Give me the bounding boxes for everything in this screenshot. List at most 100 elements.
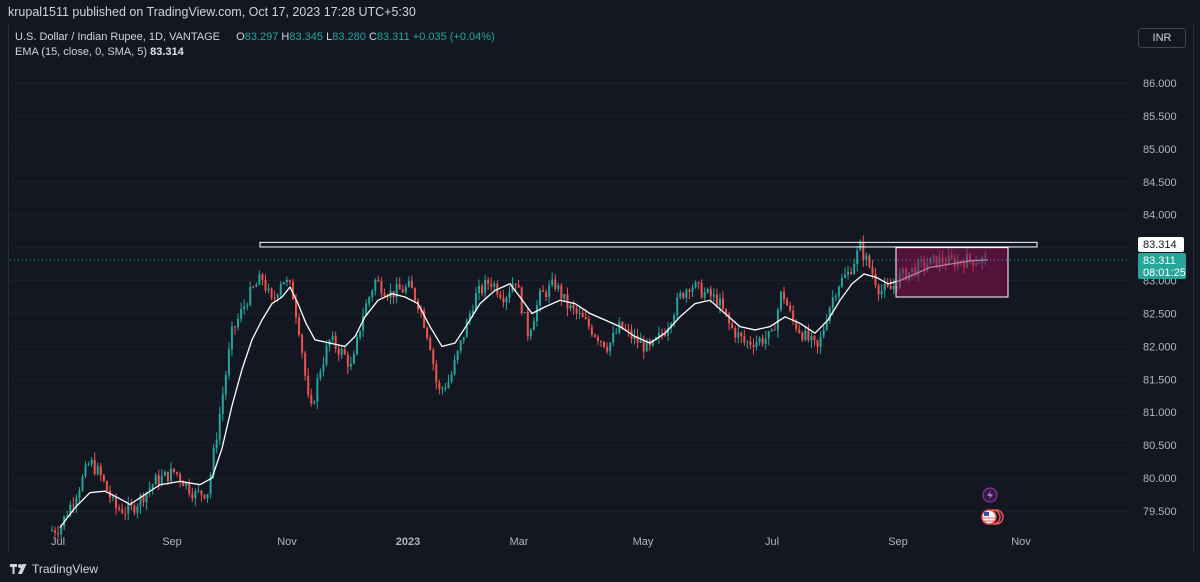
symbol-legend[interactable]: U.S. Dollar / Indian Rupee, 1D, VANTAGE … xyxy=(15,31,495,43)
candle xyxy=(206,493,209,503)
candle xyxy=(679,290,682,300)
y-tick-label: 80.500 xyxy=(1143,440,1177,452)
candle xyxy=(874,268,877,289)
candle xyxy=(877,283,880,301)
candle xyxy=(844,267,846,279)
candle xyxy=(462,337,465,344)
candle xyxy=(322,356,325,377)
candle xyxy=(648,338,651,351)
candle xyxy=(413,287,416,304)
candle xyxy=(261,272,264,286)
candle xyxy=(429,335,432,351)
candle xyxy=(783,286,785,304)
candle xyxy=(487,277,490,291)
candle xyxy=(697,281,700,290)
candle xyxy=(176,471,179,477)
candle xyxy=(505,295,508,310)
candle xyxy=(453,354,456,376)
candle xyxy=(121,503,124,515)
y-tick-label: 82.500 xyxy=(1143,308,1177,320)
candle xyxy=(435,360,438,390)
candle xyxy=(182,479,185,487)
candle xyxy=(511,276,514,293)
candle xyxy=(706,287,709,294)
candle xyxy=(240,302,243,323)
candle xyxy=(441,386,444,395)
candle xyxy=(185,481,188,490)
candle xyxy=(685,287,688,303)
tradingview-logo[interactable]: TradingView xyxy=(10,562,98,576)
candle xyxy=(90,457,93,467)
candle xyxy=(667,321,670,341)
candle xyxy=(401,284,404,293)
candle xyxy=(484,274,487,301)
candle xyxy=(715,288,718,308)
candle xyxy=(801,331,804,343)
candle xyxy=(603,341,606,349)
y-tick-label: 84.500 xyxy=(1143,177,1177,189)
y-tick-label: 86.000 xyxy=(1143,78,1177,90)
candle xyxy=(267,283,270,294)
candle xyxy=(642,335,645,360)
candle xyxy=(191,487,194,503)
candle xyxy=(639,332,642,344)
candle xyxy=(764,331,767,350)
indicator-value: 83.314 xyxy=(150,46,184,58)
candle xyxy=(264,274,267,293)
y-tick-label: 84.000 xyxy=(1143,210,1177,222)
indicator-name: EMA (15, close, 0, SMA, 5) xyxy=(15,46,148,58)
candle xyxy=(221,386,224,421)
candle xyxy=(731,321,734,330)
candle xyxy=(346,351,349,375)
candle xyxy=(773,323,776,331)
candle xyxy=(282,281,285,285)
y-tick-label: 79.500 xyxy=(1143,506,1177,518)
candle xyxy=(542,284,545,293)
candle xyxy=(532,317,535,331)
candle xyxy=(868,253,871,269)
candle xyxy=(334,331,337,353)
candle xyxy=(862,235,865,267)
candle xyxy=(789,301,792,313)
indicator-legend[interactable]: EMA (15, close, 0, SMA, 5) 83.314 xyxy=(15,46,184,58)
x-tick-label: Mar xyxy=(510,536,529,548)
candle xyxy=(57,525,60,539)
candle xyxy=(657,326,660,344)
candle xyxy=(691,284,694,297)
candle xyxy=(523,311,526,314)
candle xyxy=(179,471,182,488)
last-price-text: 83.311 xyxy=(1143,255,1176,267)
candle xyxy=(252,285,255,289)
candle xyxy=(51,525,53,532)
candle xyxy=(340,345,343,359)
candle xyxy=(825,314,828,332)
candle xyxy=(81,474,84,492)
candle xyxy=(548,280,551,304)
ema-price-text: 83.314 xyxy=(1143,239,1177,251)
candle xyxy=(590,324,593,337)
close-value: 83.311 xyxy=(376,31,410,43)
candle xyxy=(539,288,541,313)
currency-button[interactable]: INR xyxy=(1138,28,1186,48)
candle xyxy=(188,478,191,497)
x-tick-label: Sep xyxy=(162,536,182,548)
candle xyxy=(249,281,252,307)
candle xyxy=(837,285,840,301)
candle xyxy=(569,303,572,312)
candle xyxy=(502,290,505,308)
candle xyxy=(377,275,380,282)
candle xyxy=(444,382,447,392)
candle xyxy=(508,286,511,303)
candle xyxy=(78,487,81,503)
candle xyxy=(352,350,355,365)
candle xyxy=(807,324,810,343)
candle xyxy=(392,291,395,304)
candle xyxy=(130,498,133,511)
candle xyxy=(450,370,453,384)
y-tick-label: 80.000 xyxy=(1143,473,1177,485)
candle xyxy=(554,274,557,292)
candle xyxy=(847,265,850,280)
candle xyxy=(447,374,450,389)
